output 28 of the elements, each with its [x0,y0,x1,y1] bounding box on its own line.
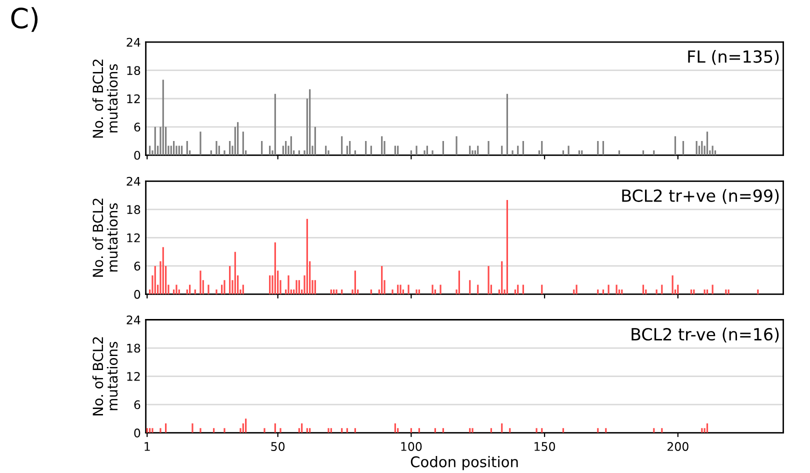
y-tick-label: 6 [134,122,140,132]
x-tick-label: 150 [534,442,556,451]
x-tick-label: 50 [271,442,285,451]
y-tick-label: 24 [126,38,140,47]
y-tick-label: 0 [134,290,140,299]
y-tick-label: 12 [127,372,140,381]
y-tick-label: 0 [134,428,140,438]
chart-title: BCL2 tr+ve (n=99) [622,189,779,204]
x-tick-label: 100 [401,442,422,451]
y-tick-label: 18 [127,66,140,76]
y-tick-label: 0 [134,150,140,160]
y-tick-label: 12 [127,233,140,242]
x-tick-label: 200 [668,442,688,451]
y-axis-title: No. of BCL2 mutations [92,337,118,416]
y-axis-title: No. of BCL2 mutations [92,60,118,138]
y-tick-label: 6 [134,400,140,410]
x-axis-title: Codon position [410,456,518,470]
chart-title: BCL2 tr-ve (n=16) [632,328,779,343]
x-tick-label: 1 [144,442,150,451]
y-tick-label: 18 [127,205,140,214]
y-tick-label: 18 [127,344,140,353]
y-tick-label: 12 [127,94,140,104]
text: C) [11,7,38,32]
y-tick-label: 24 [126,176,140,186]
chart-title: FL (n=135) [688,50,779,65]
y-tick-label: 24 [126,315,140,324]
y-axis-title: No. of BCL2 mutations [92,198,118,277]
y-tick-label: 6 [134,262,140,271]
